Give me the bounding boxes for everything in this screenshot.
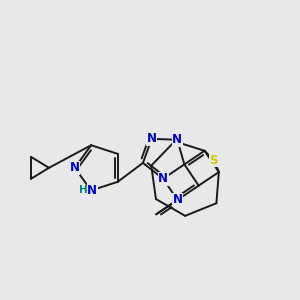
Text: N: N [172,194,182,206]
Text: N: N [172,194,182,206]
Text: S: S [209,154,218,166]
Text: N: N [87,184,97,197]
Text: N: N [147,132,157,146]
Text: N: N [172,133,182,146]
Text: N: N [158,172,168,185]
Text: N: N [70,161,80,174]
Text: H: H [79,185,88,195]
